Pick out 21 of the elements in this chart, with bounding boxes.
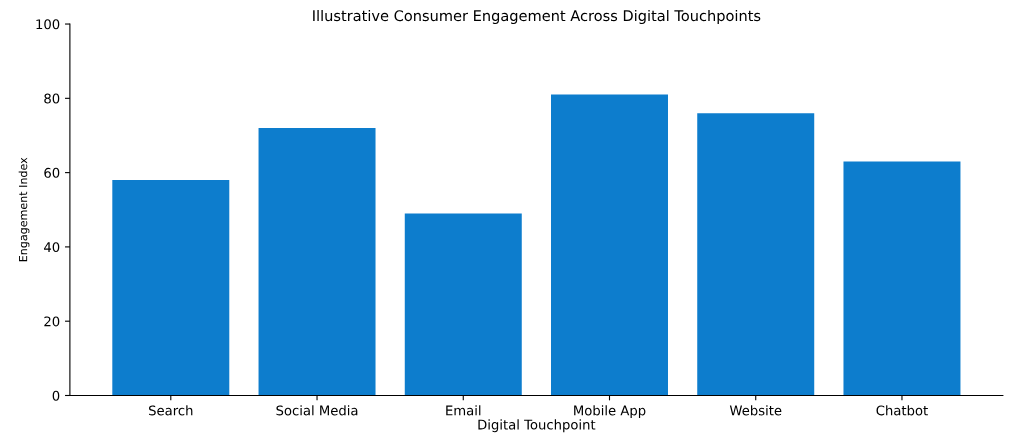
bar — [258, 128, 376, 396]
x-tick-label: Mobile App — [574, 405, 646, 418]
y-tick-label: 60 — [44, 167, 60, 178]
y-axis-title: Engagement Index — [18, 157, 30, 262]
x-tick-label: Search — [149, 405, 193, 416]
y-tick-label: 100 — [36, 19, 60, 30]
y-tick-label: 0 — [52, 390, 60, 401]
y-tick-label: 40 — [44, 242, 60, 253]
chart-title: Illustrative Consumer Engagement Across Digital Touchpoints — [313, 9, 761, 25]
bar — [112, 180, 230, 396]
y-tick-label: 80 — [44, 93, 60, 104]
bar — [843, 161, 961, 396]
bar — [404, 213, 522, 396]
x-axis-title: Digital Touchpoint — [478, 419, 596, 433]
x-tick-label: Email — [446, 405, 481, 416]
y-tick-label: 20 — [44, 316, 60, 327]
x-tick-label: Website — [729, 405, 782, 416]
x-tick-label: Chatbot — [876, 405, 928, 416]
bar — [697, 113, 815, 396]
bar — [551, 94, 668, 396]
x-tick-label: Social Media — [276, 405, 358, 416]
